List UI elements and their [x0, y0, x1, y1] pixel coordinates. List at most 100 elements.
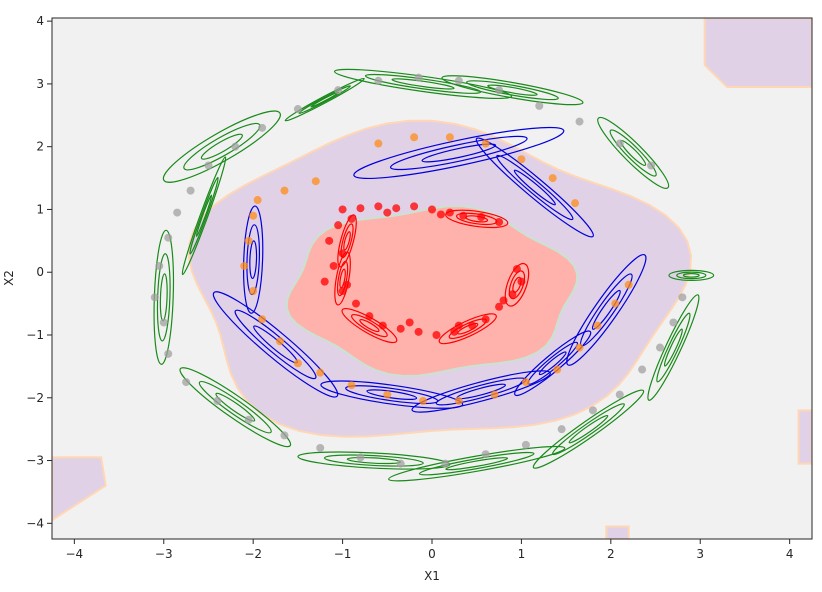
data-point: [383, 390, 392, 399]
contour-ellipse: [411, 370, 551, 413]
data-point: [231, 142, 240, 151]
data-point: [347, 214, 356, 223]
contour-ellipse: [388, 445, 566, 482]
data-point: [182, 378, 191, 387]
data-point: [293, 105, 302, 114]
plot-area: [52, 18, 812, 539]
y-tick-label: 0: [36, 265, 44, 279]
data-point: [338, 249, 347, 258]
contour-ellipse: [391, 78, 455, 90]
contour-ellipse: [334, 251, 351, 306]
data-point: [405, 318, 414, 327]
data-point: [311, 177, 320, 186]
contour-ellipse: [351, 313, 388, 338]
data-point: [432, 330, 441, 339]
data-point: [347, 381, 356, 390]
y-tick-label: −1: [26, 328, 44, 342]
contour-ellipse: [496, 154, 574, 221]
data-point: [293, 359, 302, 368]
contour-ellipse: [487, 84, 538, 96]
data-point: [436, 210, 445, 219]
contour-ellipse: [609, 129, 657, 177]
contour-ellipse: [189, 176, 219, 255]
data-point: [593, 321, 602, 330]
x-tick-label: 1: [518, 547, 526, 561]
contour-ellipse: [389, 135, 528, 171]
data-point: [535, 101, 544, 110]
data-point: [213, 396, 222, 405]
background-region-corner: [703, 18, 812, 89]
data-point: [378, 321, 387, 330]
data-point: [343, 280, 352, 289]
contour-ellipse: [249, 240, 258, 280]
data-point: [244, 415, 253, 424]
contour-ellipse: [682, 273, 700, 278]
data-point: [410, 133, 419, 142]
data-point: [647, 161, 656, 170]
data-point: [638, 365, 647, 374]
data-point: [258, 123, 267, 132]
contour-ellipse: [320, 380, 464, 409]
x-tick-label: −1: [334, 547, 352, 561]
contour-ellipse: [513, 169, 556, 206]
contour-ellipse: [359, 319, 380, 333]
data-point: [334, 86, 343, 95]
data-points: [150, 73, 687, 468]
data-point: [419, 396, 428, 405]
x-tick-label: 4: [786, 547, 794, 561]
contour-ellipse: [568, 414, 609, 444]
contour-ellipse: [668, 269, 715, 281]
data-point: [150, 293, 159, 302]
data-point: [454, 396, 463, 405]
x-tick-label: −4: [66, 547, 84, 561]
data-point: [441, 459, 450, 468]
contour-ellipse: [438, 313, 497, 345]
contour-ellipse: [212, 291, 339, 398]
data-point: [249, 211, 258, 220]
contour-ellipse: [676, 271, 707, 280]
data-point: [481, 139, 490, 148]
contour-ellipse: [200, 133, 243, 160]
decision-regions: [52, 18, 812, 539]
data-point: [468, 321, 477, 330]
x-axis: −4 −3 −2 −1 0 1 2 3 4: [66, 539, 794, 561]
data-point: [374, 76, 383, 85]
data-point: [477, 212, 486, 221]
data-point: [445, 133, 454, 142]
y-tick-label: −3: [26, 454, 44, 468]
y-axis-label: X2: [2, 270, 16, 286]
data-point: [280, 186, 289, 195]
data-point: [316, 368, 325, 377]
data-point: [615, 139, 624, 148]
contour-ellipse: [597, 116, 670, 189]
data-point: [325, 236, 334, 245]
data-point: [588, 406, 597, 415]
contour-ellipse: [552, 403, 625, 456]
contour-ellipse: [504, 262, 530, 307]
data-point: [428, 205, 436, 214]
contour-ellipse: [341, 308, 398, 344]
background-region-corner: [605, 525, 630, 539]
data-point: [575, 117, 584, 126]
data-point: [338, 287, 347, 296]
data-point: [571, 199, 580, 208]
data-point: [396, 324, 405, 333]
data-point: [352, 299, 360, 308]
y-tick-label: 4: [36, 14, 44, 28]
x-tick-label: −3: [155, 547, 173, 561]
y-tick-label: 2: [36, 140, 44, 154]
data-point: [512, 265, 521, 274]
contour-ellipse: [441, 75, 584, 106]
data-point: [164, 349, 173, 358]
contour-ellipse: [215, 392, 256, 422]
contour-ellipse: [538, 351, 567, 376]
x-tick-label: 0: [428, 547, 436, 561]
data-point: [495, 86, 504, 95]
x-tick-label: −2: [244, 547, 262, 561]
y-tick-label: 1: [36, 202, 44, 216]
contour-ellipse: [242, 205, 264, 314]
contour-ellipse: [298, 85, 351, 114]
contour-ellipse: [445, 209, 509, 229]
contour-ellipse: [366, 389, 418, 401]
background-region-inner: [285, 205, 579, 378]
